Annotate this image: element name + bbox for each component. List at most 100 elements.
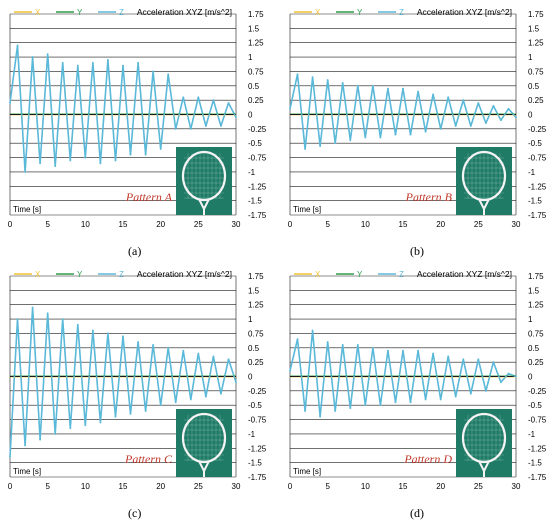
y-tick-label: 1.75: [528, 272, 544, 281]
y-tick-label: 0.5: [248, 344, 260, 353]
legend-label: X: [35, 270, 41, 279]
data-point: [326, 79, 329, 81]
pattern-label: Pattern D: [403, 452, 452, 466]
y-tick-label: 0.25: [528, 358, 544, 367]
legend-label: X: [35, 8, 41, 17]
xlabel-bg: [11, 203, 53, 214]
legend-label: X: [315, 270, 321, 279]
y-tick-label: 1: [528, 315, 533, 324]
data-point: [477, 102, 480, 104]
y-tick-label: -0.25: [528, 387, 547, 396]
data-point: [387, 349, 389, 352]
caption-b: (b): [410, 244, 424, 258]
data-point: [159, 404, 162, 407]
data-point: [122, 335, 124, 338]
x-tick-label: 0: [288, 220, 293, 229]
chart-a: 1.75 1.5 1.25 1 0.75 0.5 0.25 0 -0.25 -0.5 -0.75 -1…: [8, 7, 267, 229]
data-point: [356, 344, 359, 346]
x-tick-label: 10: [361, 220, 370, 229]
data-point: [197, 352, 200, 355]
data-point: [289, 369, 291, 372]
data-point: [61, 318, 64, 320]
data-point: [409, 401, 412, 404]
y-tick-label: 0.75: [248, 67, 264, 76]
y-tick-label: -1.5: [248, 459, 262, 468]
data-point: [500, 119, 502, 122]
data-point: [394, 133, 397, 136]
y-tick-label: -1.25: [248, 182, 267, 191]
x-tick-label: 5: [325, 220, 330, 229]
badminton-racket-photo: [456, 409, 512, 477]
data-point: [114, 159, 117, 162]
data-point: [296, 338, 299, 341]
data-point: [447, 96, 450, 99]
y-tick-label: -1: [248, 168, 256, 177]
chart-title: Acceleration XYZ [m/s^2]: [137, 7, 232, 17]
x-tick-label: 20: [436, 482, 445, 491]
data-point: [462, 99, 465, 102]
data-point: [54, 165, 57, 168]
y-tick-label: 0.25: [248, 358, 264, 367]
y-tick-label: -1: [248, 430, 256, 439]
data-point: [379, 404, 382, 407]
legend: X Y Z: [14, 270, 124, 279]
caption-d: (d): [410, 506, 424, 520]
data-point: [54, 433, 57, 435]
data-point: [99, 162, 102, 165]
data-point: [484, 122, 487, 125]
data-point: [129, 153, 132, 156]
data-point: [447, 355, 450, 358]
x-tick-label: 15: [399, 482, 408, 491]
chart-panel-d: 1.75 1.5 1.25 1 0.75 0.5 0.25 0 -0.25 -0.5 -0.75 -1…: [280, 262, 550, 497]
y-tick-label: -0.25: [528, 125, 547, 134]
chart-d: 1.75 1.5 1.25 1 0.75 0.5 0.25 0 -0.25 -0.5 -0.75 -1…: [288, 269, 547, 491]
data-point: [84, 156, 87, 159]
data-point: [507, 372, 510, 375]
data-point: [356, 84, 359, 87]
data-point: [204, 125, 207, 127]
pattern-label: Pattern B: [405, 190, 453, 204]
data-point: [311, 329, 314, 332]
data-point: [492, 104, 495, 107]
y-tick-label: 0.75: [248, 329, 264, 338]
data-point: [107, 59, 109, 61]
data-point: [137, 341, 139, 343]
data-point: [107, 332, 109, 335]
y-tick-label: 0.25: [528, 96, 544, 105]
legend-label: Y: [77, 270, 83, 279]
data-point: [39, 438, 42, 441]
data-point: [432, 93, 435, 96]
data-point: [167, 346, 170, 349]
x-tick-label: 5: [325, 482, 330, 491]
data-point: [189, 127, 192, 130]
data-point: [454, 125, 457, 127]
chart-panel-a: 1.75 1.5 1.25 1 0.75 0.5 0.25 0 -0.25 -0.5 -0.75 -1…: [0, 0, 270, 235]
y-tick-label: 1.75: [528, 10, 544, 19]
pattern-label: Pattern A: [125, 190, 173, 204]
chart-title: Acceleration XYZ [m/s^2]: [137, 269, 232, 279]
x-tick-label: 0: [8, 482, 13, 491]
data-point: [91, 61, 94, 64]
data-point: [402, 349, 404, 352]
legend: X Y Z: [294, 8, 404, 17]
x-axis-label: Time [s]: [13, 205, 41, 214]
y-tick-label: -0.75: [248, 416, 267, 425]
y-tick-label: -0.5: [248, 401, 262, 410]
legend-label: Z: [399, 8, 404, 17]
data-point: [197, 96, 200, 99]
data-point: [182, 96, 185, 99]
chart-c: 1.75 1.5 1.25 1 0.75 0.5 0.25 0 -0.25 -0.5 -0.75 -1…: [8, 269, 267, 491]
legend-label: Y: [77, 8, 83, 17]
y-tick-label: 1.25: [248, 301, 264, 310]
x-tick-label: 5: [45, 220, 50, 229]
chart-panel-b: 1.75 1.5 1.25 1 0.75 0.5 0.25 0 -0.25 -0.5 -0.75 -1…: [280, 0, 550, 235]
data-point: [24, 171, 26, 173]
data-point: [84, 424, 87, 427]
xlabel-bg: [291, 203, 333, 214]
legend-label: Y: [357, 270, 363, 279]
data-point: [484, 389, 487, 392]
y-tick-label: 1.5: [528, 286, 540, 295]
chart-title: Acceleration XYZ [m/s^2]: [417, 7, 512, 17]
data-point: [69, 159, 72, 162]
y-tick-label: -0.25: [248, 387, 267, 396]
